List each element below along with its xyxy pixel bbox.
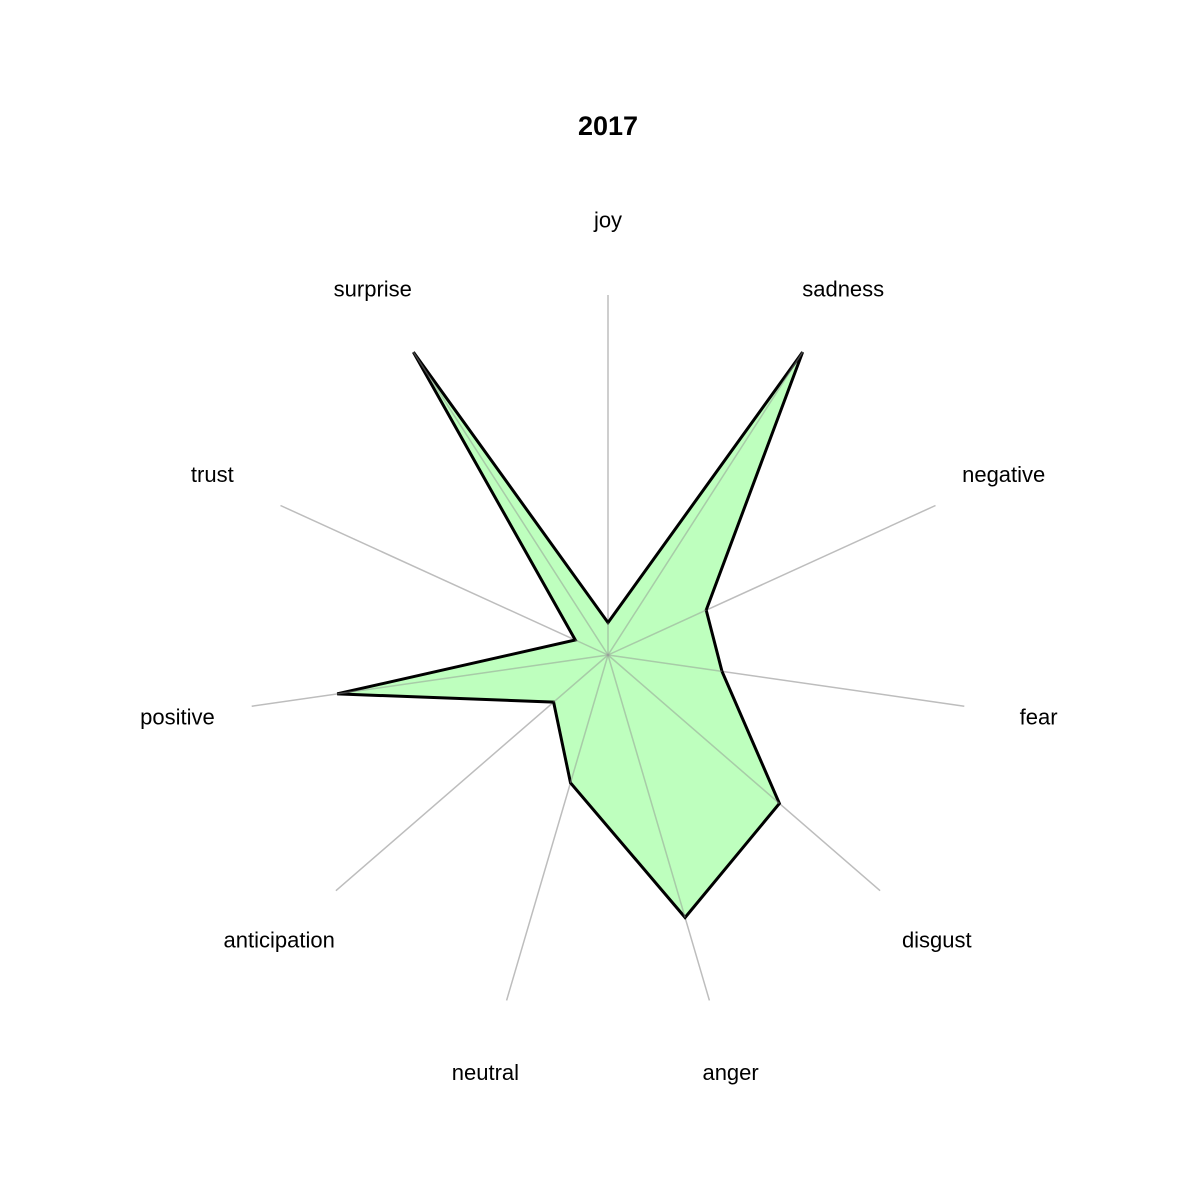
inner-spoke-anger (607, 654, 686, 918)
axis-label-disgust: disgust (902, 927, 972, 952)
inner-spoke-negative (607, 609, 707, 656)
radar-series (336, 351, 805, 920)
axis-label-anticipation: anticipation (224, 927, 335, 952)
axis-label-anger: anger (702, 1060, 758, 1085)
axis-label-sadness: sadness (802, 277, 884, 302)
inner-spoke-positive (337, 654, 609, 695)
axis-labels: joy sadness negative fear disgust anger neutra… (140, 208, 1057, 1085)
inner-spoke-fear (607, 654, 723, 673)
inner-spoke-surprise (412, 351, 609, 656)
inner-spoke-disgust (607, 654, 780, 805)
inner-spoke-neutral (569, 654, 609, 784)
axis-label-surprise: surprise (334, 277, 412, 302)
axis-label-neutral: neutral (452, 1060, 519, 1085)
series-area-0 (336, 351, 805, 920)
inner-spoke-anticipation (553, 654, 609, 703)
axis-label-joy: joy (593, 208, 622, 233)
inner-spoke-sadness (607, 351, 804, 656)
axis-label-fear: fear (1020, 704, 1058, 729)
chart-title: 2017 (577, 111, 639, 141)
axis-label-trust: trust (191, 462, 234, 487)
axis-spoke-trust (280, 504, 609, 656)
axis-label-positive: positive (140, 704, 215, 729)
inner-spoke-trust (574, 639, 609, 656)
axis-label-negative: negative (962, 462, 1045, 487)
